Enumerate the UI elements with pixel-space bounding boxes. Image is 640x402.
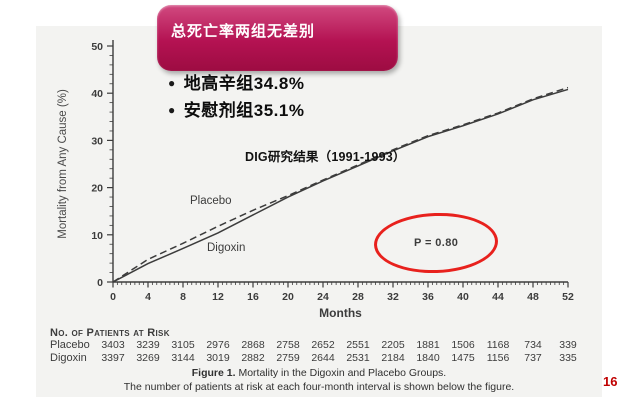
figure-caption-title: Mortality in the Digoxin and Placebo Gro… bbox=[235, 367, 447, 379]
risk-count: 1475 bbox=[451, 352, 475, 364]
risk-count: 3397 bbox=[101, 352, 125, 364]
figure-scan: 0 4 8 12 16 20 24 28 32 36 40 44 48 52 0 10 20 30 40 50 Mont… bbox=[36, 26, 602, 397]
x-tick-label: 8 bbox=[180, 291, 186, 303]
x-tick-label: 28 bbox=[352, 291, 364, 303]
x-tick-label: 44 bbox=[492, 291, 504, 303]
x-tick-label: 12 bbox=[212, 291, 224, 303]
risk-count: 1840 bbox=[416, 352, 440, 364]
figure-caption-number: Figure 1. bbox=[191, 367, 236, 379]
risk-count: 734 bbox=[524, 339, 542, 351]
y-tick-label: 50 bbox=[91, 41, 103, 53]
risk-count: 2652 bbox=[311, 339, 335, 351]
figure-caption-line1: Figure 1. Mortality in the Digoxin and P… bbox=[36, 367, 602, 379]
risk-count: 339 bbox=[559, 339, 577, 351]
y-tick-label: 10 bbox=[91, 230, 103, 242]
risk-count: 3019 bbox=[206, 352, 230, 364]
x-tick-label: 4 bbox=[145, 291, 151, 303]
risk-count: 3239 bbox=[136, 339, 160, 351]
x-axis-title: Months bbox=[319, 306, 362, 320]
page-number: 16 bbox=[603, 374, 618, 389]
risk-count: 2868 bbox=[241, 339, 265, 351]
risk-row-label: Digoxin bbox=[50, 352, 87, 364]
y-tick-label: 0 bbox=[97, 277, 103, 289]
bullet-dot-icon: ● bbox=[168, 103, 176, 117]
risk-count: 2531 bbox=[346, 352, 370, 364]
y-tick-label: 20 bbox=[91, 183, 103, 195]
y-tick-label: 30 bbox=[91, 135, 103, 147]
p-value-label: P = 0.80 bbox=[413, 237, 459, 250]
risk-count: 737 bbox=[524, 352, 542, 364]
risk-count: 335 bbox=[559, 352, 577, 364]
x-tick-label: 36 bbox=[422, 291, 434, 303]
risk-table-heading: No. of Patients at Risk bbox=[50, 327, 170, 339]
risk-count: 2184 bbox=[381, 352, 405, 364]
bullet-list: ● 地高辛组34.8% ● 安慰剂组35.1% bbox=[168, 70, 304, 124]
x-tick-label: 40 bbox=[457, 291, 469, 303]
bullet-digoxin-group: ● 地高辛组34.8% bbox=[168, 70, 304, 97]
risk-count: 2644 bbox=[311, 352, 335, 364]
risk-count: 1168 bbox=[486, 339, 510, 351]
risk-count: 2551 bbox=[346, 339, 370, 351]
x-tick-label: 52 bbox=[562, 291, 574, 303]
x-tick-label: 32 bbox=[387, 291, 399, 303]
risk-count: 3105 bbox=[171, 339, 195, 351]
risk-count: 3403 bbox=[101, 339, 125, 351]
risk-count: 1156 bbox=[486, 352, 510, 364]
digoxin-curve-label: Digoxin bbox=[207, 242, 245, 254]
risk-count: 3269 bbox=[136, 352, 160, 364]
banner-title: 总死亡率两组无差别 bbox=[171, 23, 316, 40]
bullet-dot-icon: ● bbox=[168, 76, 176, 90]
risk-count: 1881 bbox=[416, 339, 440, 351]
bullet-digoxin-text: 地高辛组34.8% bbox=[183, 74, 305, 93]
risk-count: 2976 bbox=[206, 339, 230, 351]
x-tick-label: 20 bbox=[282, 291, 294, 303]
mortality-chart-svg: 0 4 8 12 16 20 24 28 32 36 40 44 48 5201020304050Mont… bbox=[57, 40, 574, 320]
risk-row-label: Placebo bbox=[50, 339, 90, 351]
x-tick-label: 24 bbox=[317, 291, 329, 303]
figure-caption-line2: The number of patients at risk at each f… bbox=[123, 381, 515, 393]
bullet-placebo-text: 安慰剂组35.1% bbox=[183, 101, 305, 120]
placebo-curve-label: Placebo bbox=[190, 195, 232, 207]
risk-count: 2759 bbox=[276, 352, 300, 364]
y-axis-title: Mortality from Any Cause (%) bbox=[57, 89, 69, 239]
risk-count: 1506 bbox=[451, 339, 475, 351]
risk-count: 2758 bbox=[276, 339, 300, 351]
risk-count: 2205 bbox=[381, 339, 405, 351]
bullet-placebo-group: ● 安慰剂组35.1% bbox=[168, 97, 304, 124]
x-tick-label: 48 bbox=[527, 291, 539, 303]
x-tick-label: 16 bbox=[247, 291, 259, 303]
x-tick-label: 0 bbox=[110, 291, 116, 303]
dig-study-note: DIG研究结果（1991-1993） bbox=[245, 150, 406, 164]
digoxin-curve bbox=[112, 88, 569, 283]
risk-count: 2882 bbox=[241, 352, 265, 364]
title-banner: 总死亡率两组无差别 bbox=[157, 5, 398, 71]
risk-count: 3144 bbox=[171, 352, 195, 364]
y-tick-label: 40 bbox=[91, 88, 103, 100]
